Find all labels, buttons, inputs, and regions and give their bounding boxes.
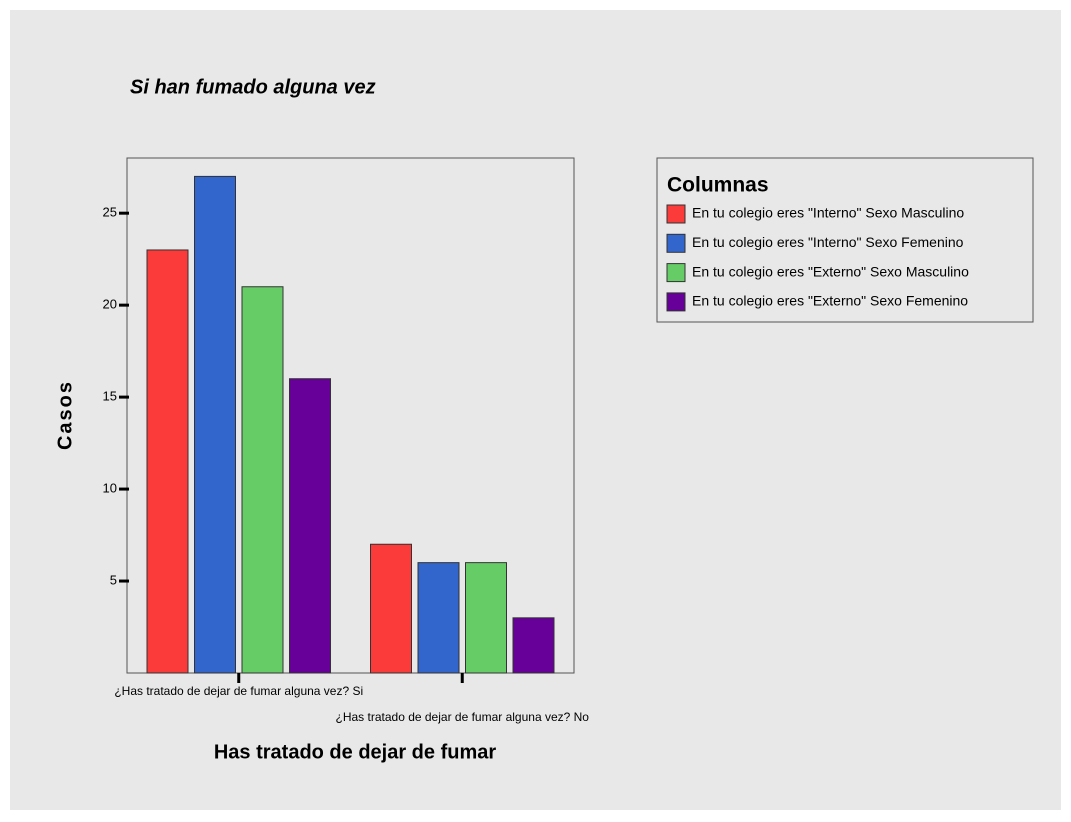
legend-title: Columnas [667,174,769,197]
x-tick-label: ¿Has tratado de dejar de fumar alguna ve… [114,684,363,698]
bar [289,378,331,674]
bar [417,562,460,674]
y-tick-label: 10 [103,481,117,496]
legend-label: En tu colegio eres "Interno" Sexo Femeni… [692,234,964,250]
bar [465,562,507,674]
plot-frame [126,157,575,674]
bar [194,175,236,674]
x-axis-title: Has tratado de dejar de fumar [214,741,497,763]
legend-swatch [666,204,686,224]
legend-label: En tu colegio eres "Interno" Sexo Mascul… [692,205,964,221]
x-tick-label: ¿Has tratado de dejar de fumar alguna ve… [336,710,590,724]
chart-title: Si han fumado alguna vez [130,76,376,98]
bar [241,286,284,674]
y-tick-label: 5 [110,572,117,587]
bar [370,543,412,674]
legend-label: En tu colegio eres "Externo" Sexo Mascul… [692,263,969,279]
legend-box [656,157,1034,323]
legend-swatch [666,263,686,283]
y-tick-label: 25 [103,205,117,220]
bar [512,617,555,674]
y-tick-label: 15 [103,389,117,404]
bar [146,249,189,674]
legend-swatch [666,292,686,312]
legend-label: En tu colegio eres "Externo" Sexo Femeni… [692,293,968,309]
y-axis-title: Casos [54,380,76,450]
legend-swatch [666,233,686,253]
y-tick-label: 20 [103,297,117,312]
